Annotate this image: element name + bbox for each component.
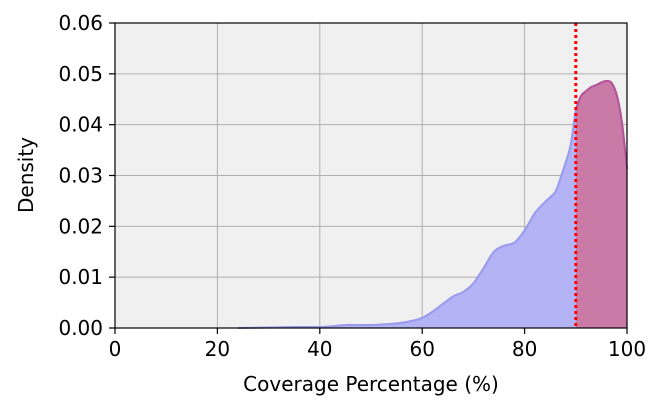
x-tick-label: 100 (608, 337, 646, 361)
y-tick-label: 0.06 (58, 11, 103, 35)
x-tick-label: 60 (409, 337, 434, 361)
y-axis-ticks: 0.00 0.01 0.02 0.03 0.04 0.05 0.06 (58, 11, 115, 340)
y-tick-label: 0.04 (58, 113, 103, 137)
y-tick-label: 0.02 (58, 214, 103, 238)
density-area (237, 80, 627, 328)
y-tick-label: 0.05 (58, 62, 103, 86)
density-area-highlight (575, 80, 627, 328)
x-tick-label: 20 (205, 337, 230, 361)
y-tick-label: 0.03 (58, 164, 103, 188)
x-tick-label: 0 (109, 337, 122, 361)
x-axis-label: Coverage Percentage (%) (243, 372, 499, 396)
y-axis-label: Density (14, 137, 38, 213)
x-tick-label: 40 (307, 337, 332, 361)
y-tick-label: 0.01 (58, 265, 103, 289)
x-tick-label: 80 (512, 337, 537, 361)
y-tick-label: 0.00 (58, 316, 103, 340)
x-axis-ticks: 0 20 40 60 80 100 (109, 328, 646, 361)
density-line-highlight (574, 79, 628, 170)
